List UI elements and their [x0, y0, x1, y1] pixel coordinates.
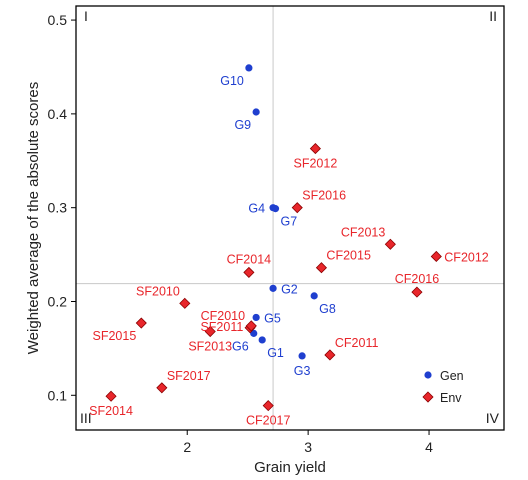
- legend-env-marker: [422, 391, 434, 403]
- gen-label-g2: G2: [281, 282, 298, 296]
- env-label-cf2014: CF2014: [227, 252, 272, 266]
- env-label-sf2012: SF2012: [293, 157, 337, 171]
- axis-ticks: 2 3 4 0.1 0.2 0.3 0.4 0.5: [48, 12, 434, 455]
- quadrant-label-top-left: I: [84, 8, 88, 24]
- env-label-sf2015: SF2015: [93, 329, 137, 343]
- env-label-cf2013: CF2013: [341, 225, 386, 239]
- x-tick-label: 2: [183, 439, 191, 455]
- env-point-sf2014: [105, 390, 117, 402]
- env-point-sf2015: [135, 317, 147, 329]
- gen-point-g8: [310, 292, 318, 300]
- env-point-cf2013: [384, 238, 396, 250]
- env-label-cf2012: CF2012: [444, 250, 489, 264]
- x-tick-label: 4: [425, 439, 433, 455]
- gen-label-g7: G7: [280, 215, 297, 229]
- legend-gen-marker: [424, 371, 432, 379]
- gen-label-g5: G5: [264, 311, 281, 325]
- env-point-cf2014: [243, 266, 255, 278]
- env-label-sf2010: SF2010: [136, 284, 180, 298]
- gen-label-g10: G10: [220, 74, 244, 88]
- gen-label-g9: G9: [234, 118, 251, 132]
- env-label-sf2017: SF2017: [167, 369, 211, 383]
- env-point-sf2012: [309, 143, 321, 155]
- gen-label-g3: G3: [294, 364, 311, 378]
- gen-point-g3: [298, 352, 306, 360]
- gen-label-g4: G4: [248, 202, 265, 216]
- env-label-cf2016: CF2016: [395, 272, 440, 286]
- env-label-sf2016: SF2016: [302, 189, 346, 203]
- gen-point-g1: [258, 336, 266, 344]
- x-axis-title: Grain yield: [254, 459, 326, 476]
- gen-point-g6: [250, 329, 258, 337]
- gen-label-g8: G8: [319, 302, 336, 316]
- y-axis-title: Weighted average of the absolute scores: [25, 82, 42, 354]
- data-points: [105, 64, 442, 412]
- env-label-cf2015: CF2015: [326, 249, 371, 263]
- legend: Gen Env: [422, 369, 464, 405]
- gen-point-g2: [269, 284, 277, 292]
- legend-env-label: Env: [440, 391, 462, 405]
- env-point-cf2015: [315, 262, 328, 274]
- env-point-sf2010: [179, 297, 191, 309]
- quadrant-label-bottom-left: III: [80, 410, 92, 426]
- gen-point-g9: [252, 108, 260, 116]
- quadrant-label-bottom-right: IV: [486, 410, 500, 426]
- gen-point-g5: [252, 313, 260, 322]
- env-label-cf2011: CF2011: [335, 336, 379, 350]
- env-label-cf2017: CF2017: [246, 414, 291, 428]
- x-tick-label: 3: [304, 439, 312, 455]
- gen-label-g6: G6: [232, 339, 249, 353]
- point-labels: G10 G9 G4 G7 G2 G5 G8 G6 G1 G3 SF2012 SF2016 CF2013 C…: [89, 74, 489, 428]
- env-label-sf2013: SF2013: [188, 340, 232, 354]
- y-tick-label: 0.4: [48, 106, 68, 122]
- y-tick-label: 0.1: [48, 387, 68, 403]
- gen-label-g1: G1: [267, 346, 284, 360]
- gen-point-g10: [245, 64, 253, 72]
- env-point-sf2017: [156, 382, 168, 394]
- legend-gen-label: Gen: [440, 369, 464, 383]
- env-label-cf2010: CF2010: [201, 309, 246, 323]
- plot-frame: [75, 5, 505, 431]
- env-label-sf2014: SF2014: [89, 404, 133, 418]
- env-label-sf2011: SF2011: [200, 320, 243, 334]
- env-point-sf2013: [204, 325, 216, 338]
- y-tick-label: 0.3: [48, 200, 68, 216]
- env-point-sf2011: [245, 320, 257, 332]
- env-point-cf2016: [411, 286, 423, 298]
- env-point-cf2012: [430, 250, 442, 263]
- reference-lines: [76, 6, 504, 430]
- env-point-cf2011: [324, 349, 336, 361]
- y-tick-label: 0.2: [48, 293, 68, 309]
- gen-point-g7: [271, 205, 280, 213]
- env-point-sf2016: [291, 202, 303, 214]
- quadrant-label-top-right: II: [489, 8, 497, 24]
- y-tick-label: 0.5: [48, 12, 68, 28]
- env-point-cf2017: [262, 400, 274, 412]
